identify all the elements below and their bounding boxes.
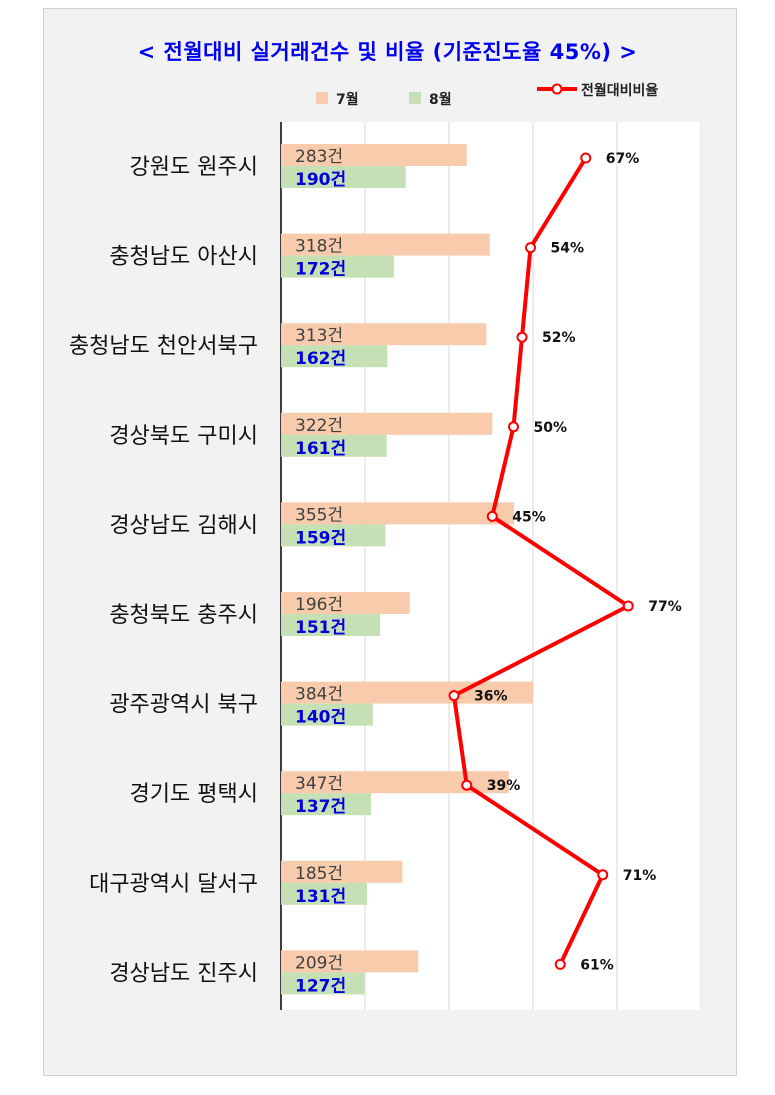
bar-aug bbox=[281, 972, 365, 995]
ratio-value: 39% bbox=[487, 778, 521, 794]
bar-jul bbox=[281, 144, 467, 166]
ratio-point bbox=[486, 510, 498, 522]
category-label: 광주광역시 북구 bbox=[109, 693, 258, 718]
bar-jul-value: 313건 bbox=[295, 326, 343, 346]
bars: 283건 190건 318건 172건 313건 162건 322건 161건 355건 159건… bbox=[281, 144, 534, 996]
category-label: 경상남도 진주시 bbox=[109, 961, 258, 986]
bar-jul bbox=[281, 412, 493, 435]
legend-swatch-jul bbox=[316, 92, 328, 104]
ratio-value: 36% bbox=[474, 689, 508, 705]
bar-jul bbox=[281, 323, 487, 346]
bar-aug bbox=[281, 524, 386, 547]
bar-aug-value: 172건 bbox=[295, 260, 346, 280]
category-label: 경상남도 김해시 bbox=[109, 513, 258, 538]
bar-aug bbox=[281, 166, 406, 188]
legend-label-ratio: 전월대비비율 bbox=[581, 82, 658, 99]
bar-aug bbox=[281, 703, 373, 726]
bar-aug-value: 161건 bbox=[295, 439, 346, 459]
bar-aug bbox=[281, 614, 381, 636]
bar-aug-value: 190건 bbox=[295, 170, 346, 190]
ratio-value: 54% bbox=[551, 241, 585, 257]
ratio-point bbox=[461, 779, 473, 791]
bar-aug-value: 137건 bbox=[295, 797, 346, 817]
ratio-point bbox=[554, 958, 566, 970]
category-label: 강원도 원주시 bbox=[130, 155, 258, 180]
bar-jul-value: 347건 bbox=[295, 774, 343, 794]
ratio-value: 71% bbox=[623, 868, 657, 884]
bar-aug bbox=[281, 255, 394, 278]
bar-jul-value: 185건 bbox=[295, 864, 343, 884]
legend-label-jul: 7월 bbox=[336, 91, 359, 108]
chart-title: < 전월대비 실거래건수 및 비율 (기준진도율 45%) > bbox=[137, 40, 638, 64]
category-label: 경상북도 구미시 bbox=[109, 424, 258, 449]
bar-jul-value: 283건 bbox=[295, 147, 343, 167]
ratio-value: 50% bbox=[534, 420, 568, 436]
ratio-point bbox=[448, 690, 460, 702]
bar-aug-value: 140건 bbox=[295, 708, 346, 728]
ratio-polyline bbox=[452, 156, 631, 966]
ratio-value: 45% bbox=[512, 509, 546, 525]
ratio-line: 67% 54% 52% 50% 45% 77% 36% 39% 71% 61% bbox=[448, 151, 682, 973]
legend-marker-ratio bbox=[551, 83, 563, 95]
ratio-point bbox=[580, 152, 592, 164]
ratio-value: 52% bbox=[542, 330, 576, 346]
bar-jul-value: 196건 bbox=[295, 595, 343, 615]
bar-aug-value: 131건 bbox=[295, 887, 346, 907]
category-label: 충청남도 아산시 bbox=[109, 245, 258, 270]
ratio-point bbox=[516, 331, 528, 343]
category-label: 충청북도 충주시 bbox=[109, 603, 258, 628]
ratio-value: 77% bbox=[648, 599, 682, 615]
ratio-value: 67% bbox=[606, 151, 640, 167]
bar-jul bbox=[281, 771, 509, 794]
legend: 7월 8월 전월대비비율 bbox=[316, 82, 658, 108]
bar-jul-value: 384건 bbox=[295, 685, 343, 705]
bar-aug bbox=[281, 345, 388, 368]
bar-aug bbox=[281, 882, 368, 905]
legend-swatch-aug bbox=[409, 92, 421, 104]
ratio-point bbox=[508, 421, 519, 433]
bar-aug-value: 127건 bbox=[295, 976, 346, 996]
category-label: 충청남도 천안서북구 bbox=[69, 334, 258, 359]
bar-jul-value: 322건 bbox=[295, 416, 343, 436]
bar-jul-value: 318건 bbox=[295, 237, 343, 257]
bar-aug-value: 159건 bbox=[295, 528, 346, 548]
bar-jul bbox=[281, 233, 490, 256]
bar-jul bbox=[281, 502, 515, 525]
bar-aug bbox=[281, 434, 387, 457]
ratio-point bbox=[622, 600, 634, 612]
bar-jul-value: 355건 bbox=[295, 505, 343, 525]
category-label: 대구광역시 달서구 bbox=[89, 872, 258, 897]
ratio-value: 61% bbox=[580, 957, 614, 973]
ratio-point bbox=[525, 242, 536, 254]
bar-jul bbox=[281, 860, 403, 883]
ratio-point bbox=[597, 869, 609, 881]
bar-aug-value: 151건 bbox=[295, 618, 346, 638]
legend-label-aug: 8월 bbox=[429, 91, 452, 108]
bar-jul bbox=[281, 950, 419, 973]
bar-jul bbox=[281, 592, 410, 614]
bar-jul-value: 209건 bbox=[295, 953, 343, 973]
bar-aug-value: 162건 bbox=[295, 349, 346, 369]
category-label: 경기도 평택시 bbox=[130, 782, 258, 807]
bar-aug bbox=[281, 793, 371, 816]
